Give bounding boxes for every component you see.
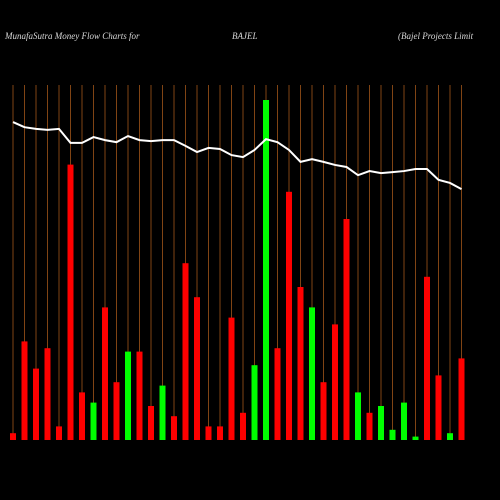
bar <box>240 412 246 440</box>
bar <box>90 402 97 440</box>
bar <box>366 412 373 440</box>
money-flow-line <box>12 121 462 190</box>
bar <box>228 317 235 440</box>
bar <box>401 402 407 440</box>
chart-company: (Bajel Projects Limit <box>398 31 474 41</box>
bar <box>148 406 154 440</box>
bar <box>217 426 223 440</box>
bar <box>194 297 200 440</box>
bar <box>10 433 16 440</box>
bar <box>447 433 453 440</box>
bar <box>458 358 465 440</box>
bar <box>286 191 292 440</box>
bar <box>378 406 384 440</box>
bar <box>182 263 189 440</box>
bar <box>297 287 304 440</box>
chart-title: MunafaSutra Money Flow Charts for <box>4 31 140 41</box>
bar <box>412 436 419 440</box>
bar <box>67 164 74 440</box>
bar <box>205 426 212 440</box>
bar <box>44 348 51 440</box>
bar <box>136 351 143 440</box>
bar <box>33 368 39 440</box>
bar <box>171 416 177 440</box>
bar <box>113 382 120 440</box>
bar <box>125 351 131 440</box>
bar <box>56 426 62 440</box>
bar <box>159 385 166 440</box>
bar <box>263 100 269 440</box>
bar <box>309 307 315 440</box>
bar <box>389 429 396 440</box>
bar <box>424 276 430 440</box>
bar <box>320 382 327 440</box>
bar <box>343 219 350 440</box>
bar <box>355 392 361 440</box>
bar <box>435 375 442 440</box>
bar <box>79 392 85 440</box>
bar <box>21 341 28 440</box>
bar <box>102 307 108 440</box>
bar <box>251 365 258 440</box>
bar <box>332 324 338 440</box>
chart-symbol: BAJEL <box>232 31 258 41</box>
bar <box>274 348 281 440</box>
